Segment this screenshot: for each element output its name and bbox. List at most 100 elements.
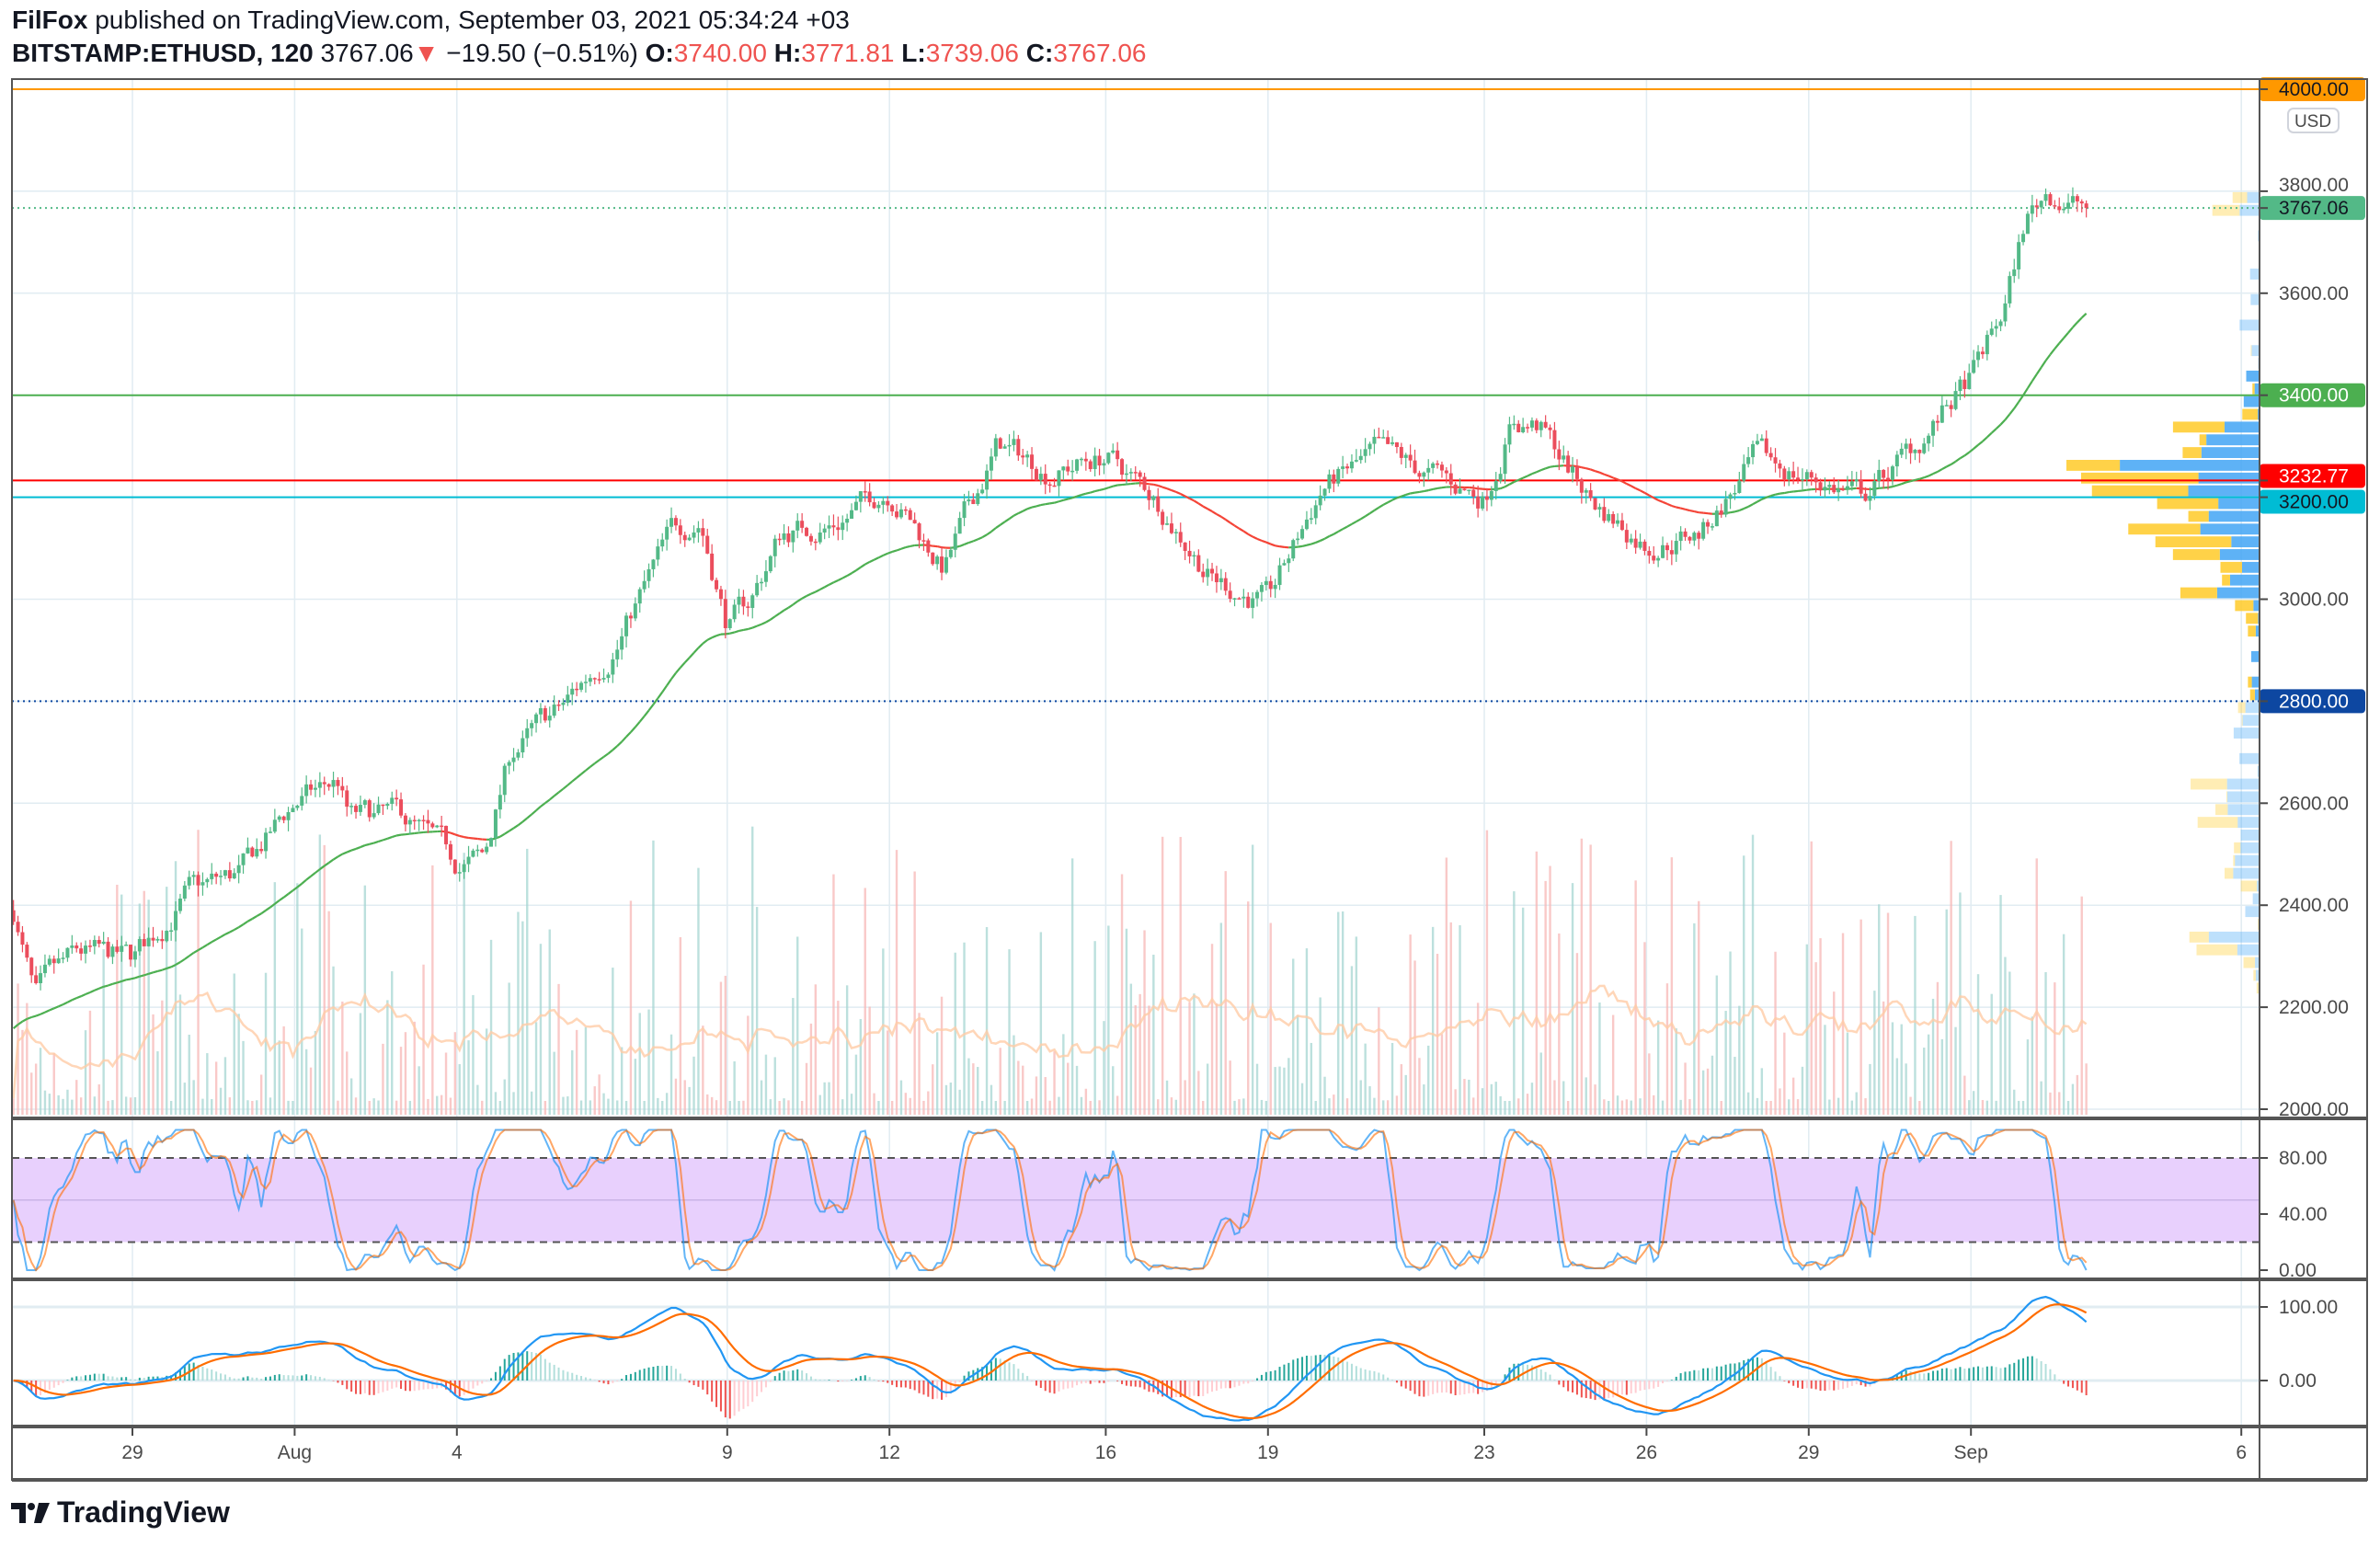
candle-body [1836,488,1841,493]
volume-bar [1571,883,1574,1115]
candle [1142,472,1147,492]
volume-bar [634,1059,637,1115]
candle-body [1106,453,1111,464]
candle [1931,418,1936,447]
candle-body [1287,558,1291,564]
volume-bar [264,972,268,1115]
macd-histogram-bar [1440,1381,1443,1393]
time-axis-label: 29 [1798,1442,1819,1463]
candle [313,779,317,797]
horizontal-levels[interactable] [12,88,2260,703]
volume-bar [1305,948,1309,1115]
macd-histogram-bar [233,1378,235,1381]
candle-body [1507,424,1512,445]
volume-bar [1976,974,1980,1115]
ma-segment [341,851,348,855]
volume-bar [783,1098,785,1115]
candle [291,804,295,813]
candle [1949,400,1953,418]
macd-histogram-bar [206,1368,209,1381]
candle-body [1633,538,1638,548]
candle-body [1692,533,1697,541]
macd-histogram-bar [1264,1371,1267,1381]
macd-histogram-bar [1923,1373,1926,1381]
candle-body [1052,485,1057,487]
price-axis-label: 3000.00 [2279,590,2349,611]
ma-segment [2080,313,2088,319]
candle-body [1349,461,1354,469]
macd-histogram-bar [88,1374,91,1381]
volume-bar [864,888,866,1115]
macd-histogram-bar [2026,1356,2029,1381]
volume-profile-down [2189,931,2209,943]
volume-bar [967,1058,970,1115]
candle-body [1196,555,1201,572]
candle-body [805,527,809,536]
candle [1448,464,1453,496]
macd-histogram-bar [1846,1381,1848,1388]
ma-segment [201,944,208,949]
axes[interactable]: 2000.002200.002400.002600.003000.003600.… [121,77,2365,1463]
volume-bar [1850,1100,1854,1115]
candle-body [272,819,277,832]
volume-bar [990,1084,993,1115]
volume-bar [1427,1045,1430,1115]
currency-badge[interactable]: USD [2287,108,2340,133]
ma-segment [1959,454,1965,460]
candle-body [1872,480,1877,497]
macd-histogram-bar [1058,1381,1060,1392]
volume-bar [949,1083,953,1115]
author-name[interactable]: FilFox [12,6,88,34]
macd-histogram-bar [453,1381,456,1396]
ma-segment [2040,360,2047,369]
candle-body [777,538,782,541]
macd-histogram-bar [368,1381,371,1395]
volume-bar [1639,1098,1642,1115]
candle [592,677,597,685]
candle [715,577,719,593]
candle [1962,371,1967,398]
time-axis-label: 26 [1636,1442,1657,1463]
volume-bar [1665,983,1669,1115]
macd-histogram-bar [761,1381,763,1392]
candle [853,495,858,511]
tradingview-logo[interactable]: TradingView [11,1495,230,1530]
macd-histogram-bar [2013,1362,2016,1381]
volume-profile-up [2216,587,2260,599]
ma-segment [58,1003,63,1008]
candle-body [2030,205,2034,214]
volume-bar [1333,1094,1335,1115]
ma-segment [1202,505,1208,510]
volume-bar [1490,1083,1493,1115]
volume-bar [773,1057,776,1115]
volume-bar [1229,1060,1231,1115]
volume-bar [899,1080,903,1115]
candle [430,821,435,829]
candle-body [1070,470,1075,473]
macd-histogram-bar [1675,1376,1677,1381]
volume-bar [1693,922,1696,1115]
macd-histogram-bar [1625,1381,1628,1395]
candle [16,915,20,936]
volume-bar [1869,1063,1871,1115]
volume-bar [476,1084,479,1115]
candle-body [362,800,367,806]
symbol-name[interactable]: BITSTAMP:ETHUSD, 120 [12,39,314,67]
volume-profile-up [2233,867,2260,879]
volume-profile-down [2225,867,2234,879]
ma-segment [495,835,501,840]
macd-histogram-bar [1080,1381,1082,1384]
candle-body [187,877,191,886]
candle-body [696,528,701,533]
candle-body [2075,196,2079,201]
candle [205,877,210,888]
volume-bar [1070,858,1074,1115]
candle [727,618,732,631]
candle-body [791,530,795,543]
candle-body [372,813,376,818]
candle [534,712,539,733]
candle-body [1061,466,1066,471]
candle [1287,554,1291,572]
candle-body [967,499,971,502]
